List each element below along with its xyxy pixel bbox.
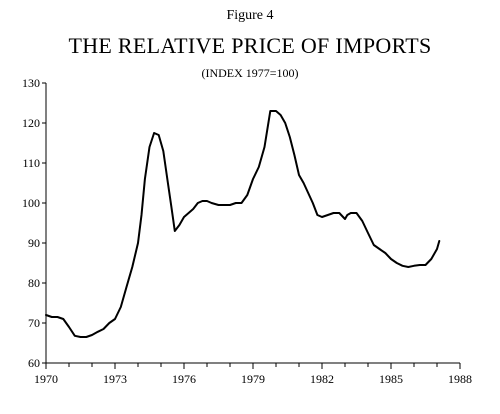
x-tick-label: 1985 [379, 372, 403, 386]
y-tick-label: 100 [22, 196, 40, 210]
y-tick-label: 120 [22, 116, 40, 130]
y-tick-label: 80 [28, 276, 40, 290]
x-tick-label: 1982 [310, 372, 334, 386]
figure-label: Figure 4 [226, 8, 274, 23]
y-tick-label: 130 [22, 76, 40, 90]
y-tick-label: 60 [28, 356, 40, 370]
y-tick-label: 110 [22, 156, 40, 170]
chart-title: THE RELATIVE PRICE OF IMPORTS [68, 33, 432, 58]
x-tick-label: 1976 [172, 372, 196, 386]
chart-subtitle: (INDEX 1977=100) [201, 66, 299, 80]
x-tick-label: 1970 [34, 372, 58, 386]
series-layer [45, 110, 441, 338]
series-line [45, 110, 441, 338]
x-tick-label: 1973 [103, 372, 127, 386]
x-axis-ticks: 1970 1973 1976 1979 1982 1985 1988 [34, 363, 472, 386]
y-tick-label: 90 [28, 236, 40, 250]
y-axis-ticks: 60 70 80 90 100 110 120 130 [22, 76, 46, 370]
x-tick-label: 1979 [241, 372, 265, 386]
x-tick-label: 1988 [448, 372, 472, 386]
y-tick-label: 70 [28, 316, 40, 330]
axes [45, 83, 460, 364]
